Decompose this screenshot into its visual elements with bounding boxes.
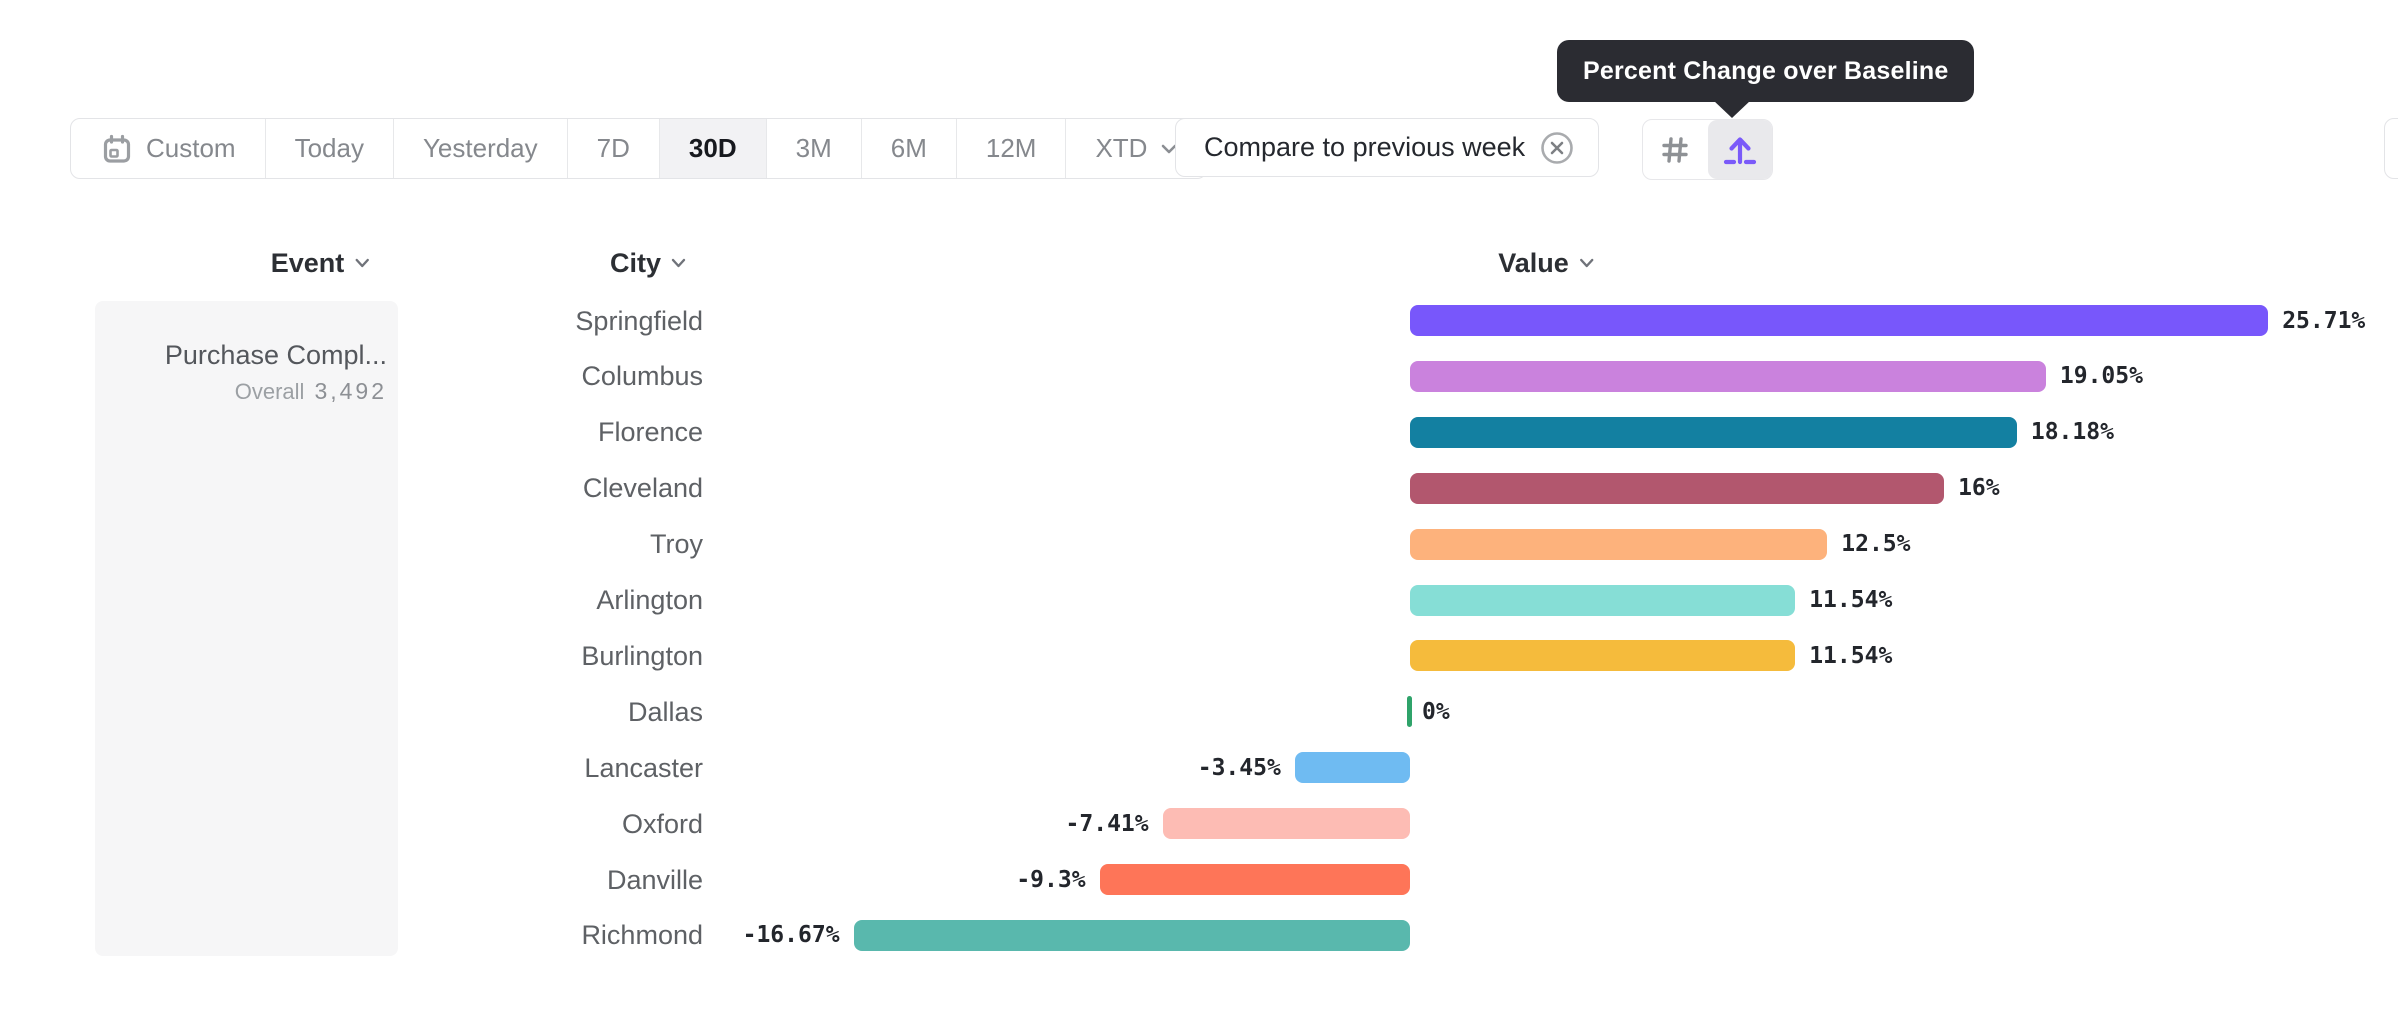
date-range-7d[interactable]: 7D [566,119,659,178]
date-range-today[interactable]: Today [264,119,393,178]
value-label: 11.54% [1809,587,1893,613]
number-grid-toggle-button[interactable] [1643,120,1708,179]
number-grid-icon [1662,136,1688,163]
calendar-icon [103,134,131,163]
date-range-segmented-control: Custom Today Yesterday 7D 30D 3M 6M 12M XTD [70,118,1208,179]
value-header-label: Value [1498,247,1569,278]
event-overall-row: Overall 3,492 [95,378,387,405]
city-label: Florence [597,417,703,448]
value-label: 25.71% [2282,307,2366,334]
city-label: Lancaster [584,752,703,783]
city-label: Arlington [596,585,703,615]
circle-x-icon[interactable] [1540,131,1574,165]
date-range-xtd[interactable]: XTD [1065,119,1206,178]
city-header-label: City [609,247,662,278]
date-range-3m[interactable]: 3M [765,119,861,178]
date-range-label: Custom [146,133,236,163]
column-header-event[interactable]: Event [271,247,370,279]
value-bar[interactable] [1410,584,1796,616]
value-label: 19.05% [2059,363,2143,390]
clipped-right-edge-button[interactable] [2384,118,2398,179]
date-range-label: 12M [985,133,1037,163]
date-range-label: Yesterday [422,133,538,163]
value-label: -3.45% [1197,754,1281,781]
date-range-yesterday[interactable]: Yesterday [392,119,567,178]
value-label: 11.54% [1809,642,1893,669]
chevron-down-icon [1162,144,1177,153]
value-label: 0% [1422,698,1450,725]
city-label: Springfield [575,305,703,336]
event-card-purchase-completed[interactable]: Purchase Compl... Overall 3,492 [95,301,398,956]
date-range-custom[interactable]: Custom [71,119,265,178]
value-label: 16% [1958,475,2000,502]
value-bar[interactable] [1099,864,1410,895]
value-bar[interactable] [1410,472,1945,504]
value-bar[interactable] [1410,528,1828,560]
date-range-30d[interactable]: 30D [658,119,766,178]
value-bar[interactable] [1410,305,2269,336]
value-bar[interactable] [853,919,1410,951]
city-label: Columbus [581,361,703,392]
value-label: -7.41% [1065,810,1149,837]
percent-baseline-toggle-button[interactable] [1707,120,1772,179]
value-bar[interactable] [1294,752,1410,784]
column-header-value[interactable]: Value [1498,247,1594,279]
overall-label: Overall [234,379,305,404]
city-label: Burlington [581,640,703,671]
compare-to-previous-week-pill[interactable]: Compare to previous week [1175,118,1600,177]
tooltip-percent-change-over-baseline: Percent Change over Baseline [1557,40,1975,102]
column-header-city[interactable]: City [610,247,686,279]
value-bar[interactable] [1410,360,2046,392]
date-range-label: 3M [795,133,832,163]
city-label: Troy [650,529,703,560]
value-bar[interactable] [1162,808,1410,840]
value-bar[interactable] [1410,416,2017,448]
zero-baseline-tick[interactable] [1407,696,1412,728]
value-bar[interactable] [1410,640,1796,672]
date-range-label: 7D [596,133,630,163]
city-label: Danville [606,864,703,895]
date-range-label: 30D [688,133,737,163]
date-range-label: Today [294,133,364,163]
date-range-label: XTD [1095,133,1148,163]
city-label: Dallas [627,696,703,727]
compare-pill-label: Compare to previous week [1204,132,1526,162]
chevron-down-icon [355,258,369,268]
date-range-6m[interactable]: 6M [860,119,956,178]
chevron-down-icon [1579,258,1593,268]
city-label: Oxford [621,808,703,839]
overall-value: 3,492 [314,378,387,404]
value-label: 12.5% [1841,531,1911,558]
event-title: Purchase Compl... [164,340,387,370]
event-header-label: Event [270,247,345,278]
tooltip-arrow [1713,100,1751,118]
value-display-toggle-group [1642,119,1773,180]
date-range-label: 6M [890,133,927,163]
value-label: 18.18% [2030,419,2114,446]
chevron-down-icon [671,258,686,268]
value-label: -16.67% [742,922,840,949]
date-range-12m[interactable]: 12M [955,119,1066,178]
city-label: Cleveland [582,473,703,504]
percent-baseline-arrow-icon [1723,136,1756,164]
value-label: -9.3% [1016,866,1086,893]
city-label: Richmond [581,920,703,951]
